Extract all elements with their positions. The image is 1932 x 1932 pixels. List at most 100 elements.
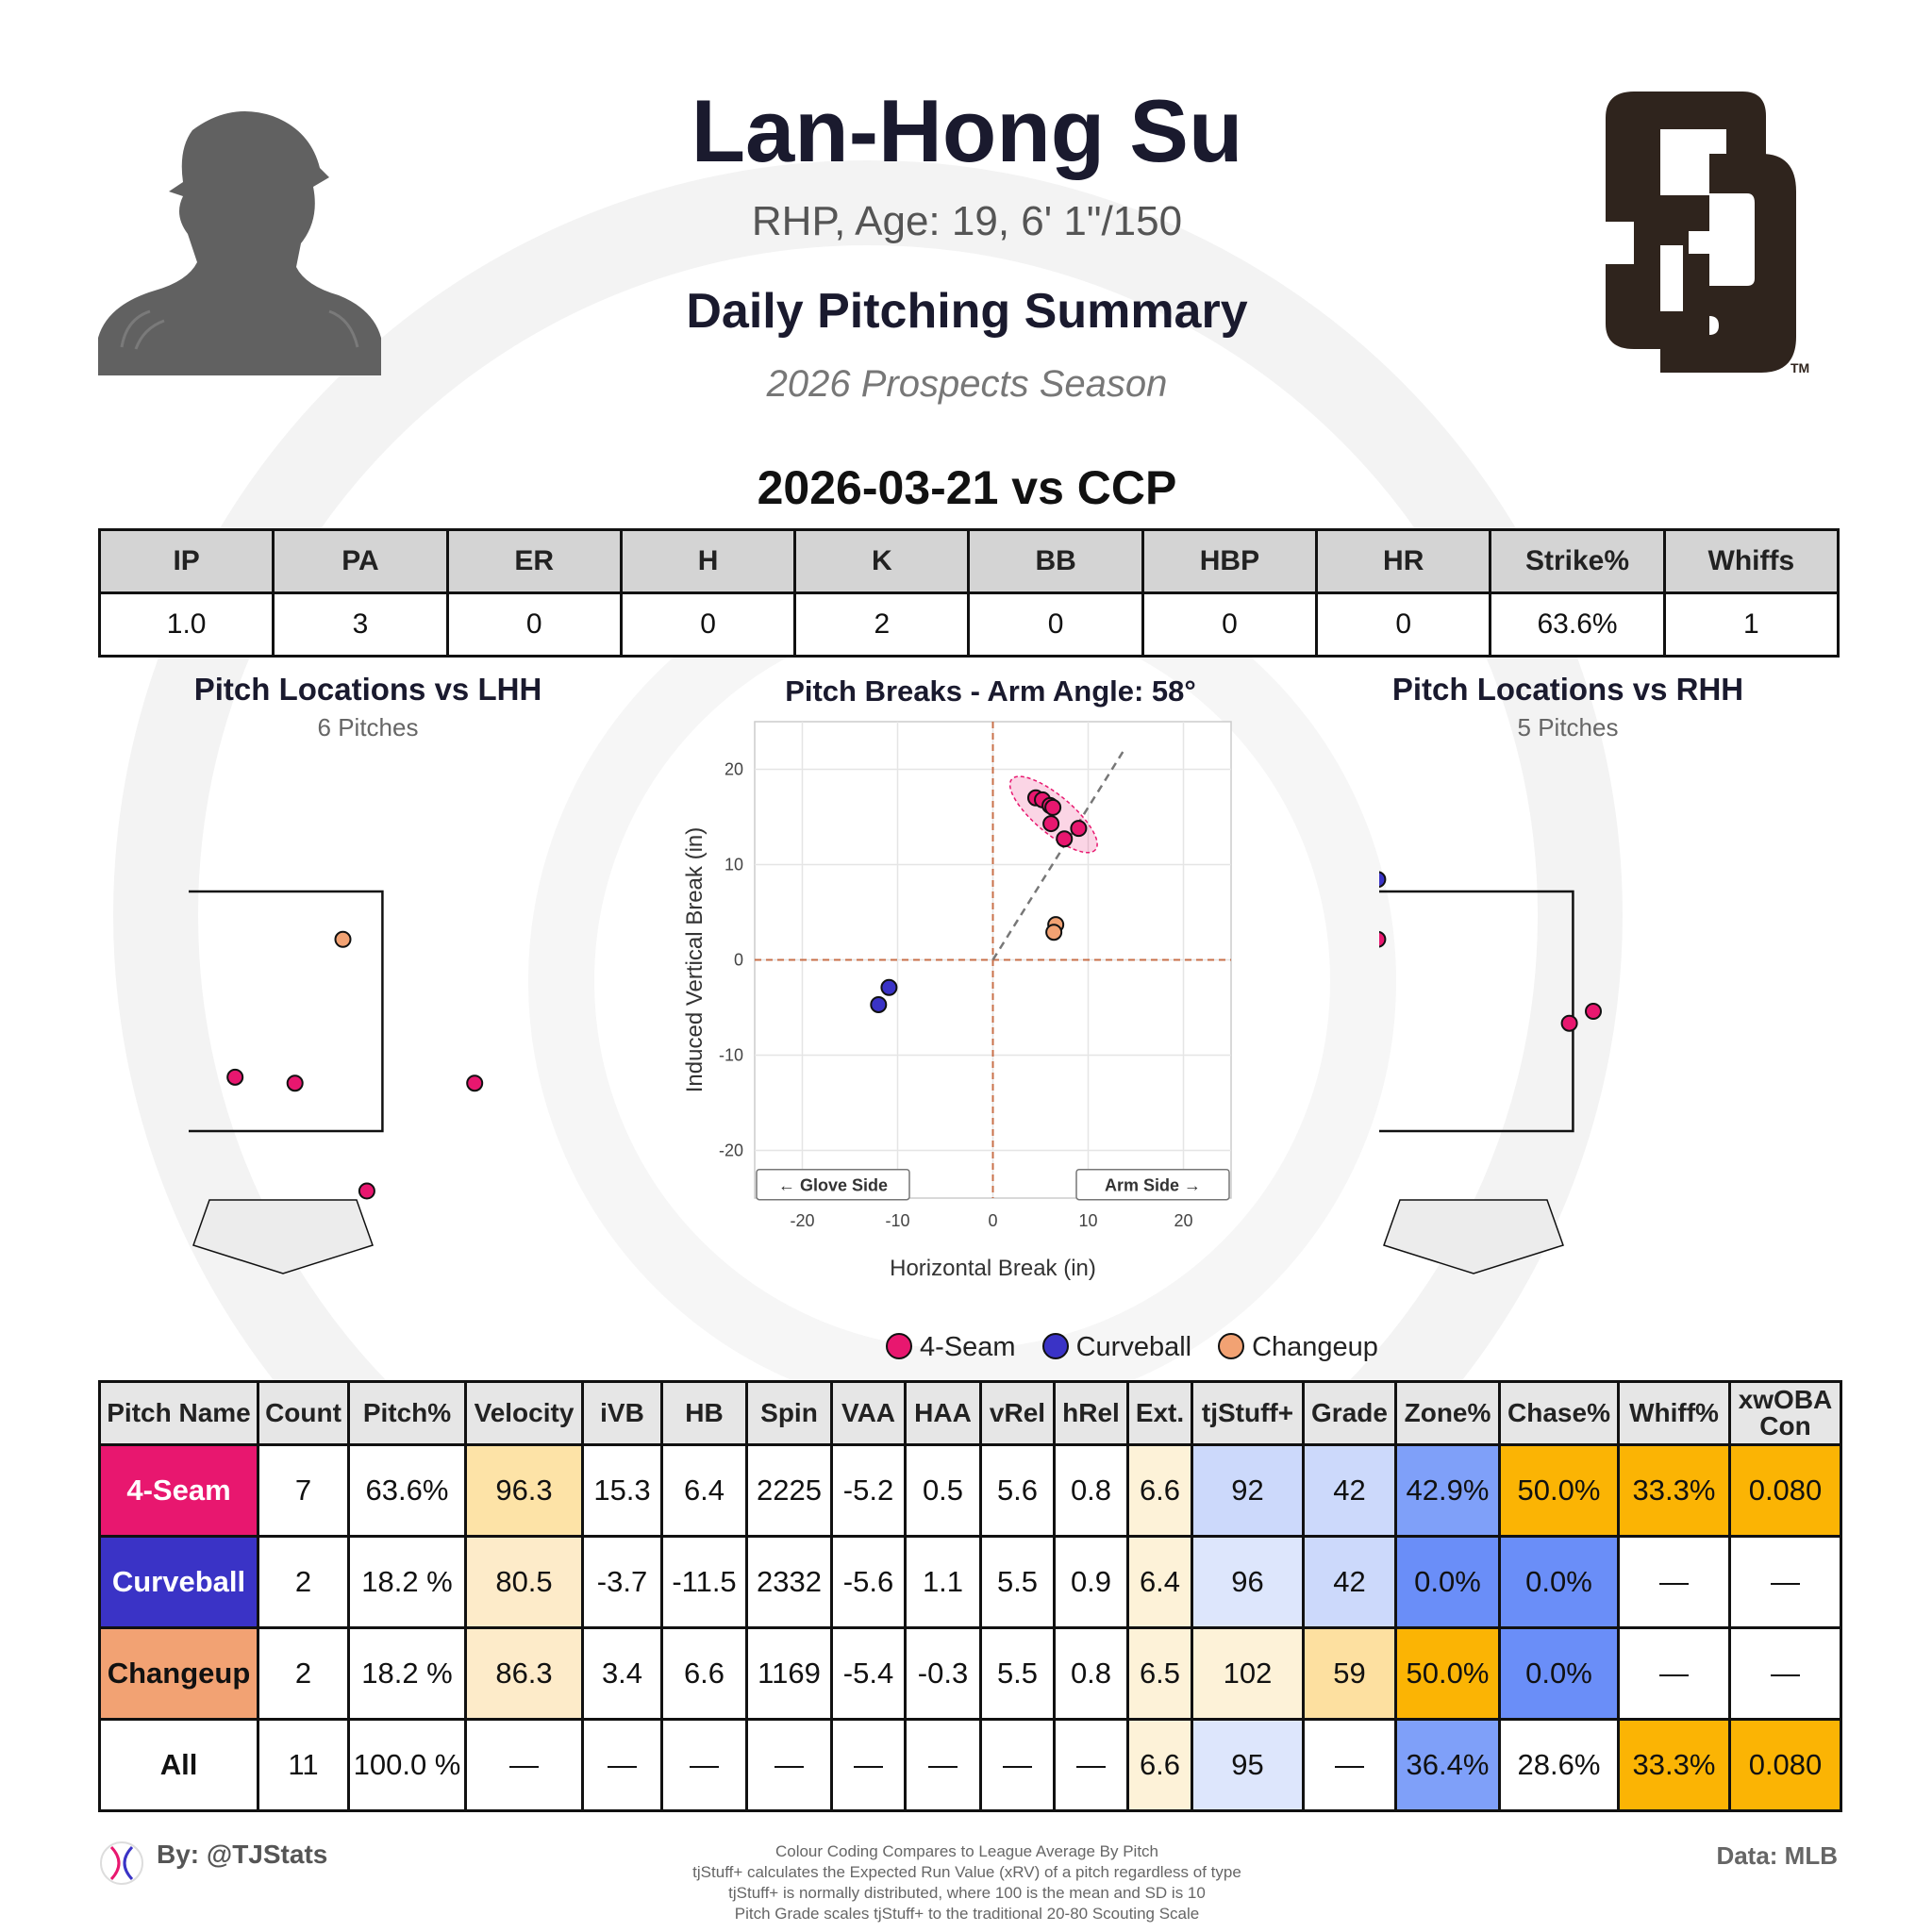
pitch-metric-cell: 7 [257, 1443, 350, 1538]
footer-note-line: tjStuff+ is normally distributed, where … [728, 1884, 1206, 1902]
game-stat-header: K [793, 528, 971, 594]
pitch-metric-cell: 42.9% [1394, 1443, 1501, 1538]
pitch-metric-cell: 2332 [745, 1535, 833, 1629]
game-stat-header: PA [272, 528, 449, 594]
pitch-break-plot: -20 -10 0 10 20 -20 -10 0 10 20 ← Glove Side Arm Si… [682, 721, 1232, 1281]
lhh-plot-title: Pitch Locations vs LHH [193, 672, 542, 707]
game-stat-value: 0 [1141, 591, 1319, 658]
y-axis-label: Induced Vertical Break (in) [682, 827, 708, 1092]
pitch-table-header: Zone% [1394, 1380, 1501, 1446]
pitch-metric-cell: 11 [257, 1718, 350, 1812]
glove-side-label: ← Glove Side [778, 1176, 888, 1195]
footer-note-line: tjStuff+ calculates the Expected Run Val… [692, 1863, 1241, 1881]
pitch-metric-cell: — [660, 1718, 748, 1812]
pitch-metric-cell: 50.0% [1498, 1443, 1620, 1538]
pitch-metric-cell: — [1617, 1535, 1731, 1629]
pitch-table-header: Count [257, 1380, 350, 1446]
game-stat-header: HBP [1141, 528, 1319, 594]
pitch-table-header: Velocity [464, 1380, 584, 1446]
pitch-metric-cell: -5.6 [830, 1535, 907, 1629]
pitch-table-header: Pitch Name [98, 1380, 259, 1446]
strike-zone [1379, 890, 1574, 1133]
pitch-metric-cell: 28.6% [1498, 1718, 1620, 1812]
home-plate [192, 1199, 374, 1274]
game-stat-header: IP [97, 528, 275, 594]
game-stat-value: 0 [967, 591, 1144, 658]
pitch-metric-cell: 100.0 % [347, 1718, 467, 1812]
pitch-metric-cell: — [979, 1718, 1056, 1812]
season-label: 2026 Prospects Season [766, 363, 1168, 405]
x-tick-label: 20 [1174, 1211, 1192, 1230]
pitch-table-row: 4-Seam 7 63.6% 96.3 15.3 6.4 2225 -5.2 0.5 5.6 0.8… [98, 1443, 1842, 1538]
footer-notes: Colour Coding Compares to League Average… [566, 1841, 1368, 1924]
player-info: RHP, Age: 19, 6' 1"/150 [751, 198, 1183, 244]
legend-marker [886, 1333, 913, 1359]
pitch-metric-cell: — [1053, 1718, 1129, 1812]
pitch-metric-cell: 6.4 [1126, 1535, 1193, 1629]
y-tick-label: -10 [719, 1046, 743, 1065]
pitch-metric-cell: 1169 [745, 1626, 833, 1721]
arm-angle-line [991, 749, 1125, 961]
footer-note-line: Pitch Grade scales tjStuff+ to the tradi… [734, 1905, 1200, 1923]
game-stats-header-row: IP PA ER H K BB HBP HR Strike% Whiffs [97, 528, 1840, 594]
pitch-break-point [1044, 798, 1062, 816]
pitch-metric-cell: 0.9 [1053, 1535, 1129, 1629]
break-plot-title: Pitch Breaks - Arm Angle: 58° [785, 675, 1196, 708]
pitch-table-header: Chase% [1498, 1380, 1620, 1446]
pitch-metric-cell: — [830, 1718, 907, 1812]
pitch-metric-cell: 0.8 [1053, 1626, 1129, 1721]
pitch-metric-cell: 5.5 [979, 1626, 1056, 1721]
pitch-metric-cell: 5.6 [979, 1443, 1056, 1538]
game-stat-header: BB [967, 528, 1144, 594]
pitch-metric-cell: 36.4% [1394, 1718, 1501, 1812]
pitch-metric-cell: 3.4 [581, 1626, 663, 1721]
summary-title: Daily Pitching Summary [686, 284, 1248, 339]
pitch-metric-cell: 6.6 [1126, 1443, 1193, 1538]
pitch-metrics-table: Pitch Name Count Pitch% Velocity iVB HB Spin VA… [98, 1380, 1842, 1812]
pitch-metric-cell: 42 [1302, 1443, 1397, 1538]
pitch-metric-cell: 42 [1302, 1535, 1397, 1629]
game-stats-table: IP PA ER H K BB HBP HR Strike% Whiffs 1.0 3 0 0 2 0 0 0 6… [97, 528, 1840, 658]
pitch-metric-cell: 5.5 [979, 1535, 1056, 1629]
pitch-metric-cell: 6.5 [1126, 1626, 1193, 1721]
game-stat-value: 1.0 [97, 591, 275, 658]
pitch-metric-cell: 2 [257, 1535, 350, 1629]
game-stat-header: Strike% [1489, 528, 1666, 594]
pitch-table-row: Changeup 2 18.2 % 86.3 3.4 6.6 1169 -5.4 -0.3 5.5… [98, 1626, 1842, 1721]
rhh-plot-title: Pitch Locations vs RHH [1391, 672, 1744, 707]
tjstats-logo-icon [100, 1841, 143, 1885]
pitch-metric-cell: 6.6 [660, 1626, 748, 1721]
pitch-metric-cell: 86.3 [464, 1626, 584, 1721]
pitch-table-header: Whiff% [1617, 1380, 1731, 1446]
rhh-location-plot [1379, 871, 1602, 1274]
x-tick-label: -20 [790, 1211, 814, 1230]
pitch-metric-cell: 0.0% [1394, 1535, 1501, 1629]
pitch-table-header: hRel [1053, 1380, 1129, 1446]
pitch-metric-cell: 0.8 [1053, 1443, 1129, 1538]
pitch-metric-cell: 0.5 [904, 1443, 982, 1538]
pitch-metric-cell: 6.4 [660, 1443, 748, 1538]
pitch-metric-cell: -5.2 [830, 1443, 907, 1538]
pitch-metric-cell: -5.4 [830, 1626, 907, 1721]
game-stat-value: 3 [272, 591, 449, 658]
y-tick-label: 20 [724, 760, 743, 779]
pitch-metric-cell: — [904, 1718, 982, 1812]
pitch-metric-cell: 0.0% [1498, 1535, 1620, 1629]
pitch-metric-cell: — [1302, 1718, 1397, 1812]
pitch-location-point [1379, 871, 1387, 889]
pitch-location-point [1560, 1014, 1578, 1032]
y-tick-label: 10 [724, 856, 743, 874]
pitch-metric-cell: 2 [257, 1626, 350, 1721]
pitch-location-point [286, 1074, 304, 1092]
game-stat-value: 0 [445, 591, 623, 658]
pitch-table-row: Curveball 2 18.2 % 80.5 -3.7 -11.5 2332 -5.6 1.1… [98, 1535, 1842, 1629]
strike-zone [189, 890, 384, 1133]
legend-label: Curveball [1075, 1332, 1192, 1362]
legend-item: Curveball [1041, 1332, 1192, 1363]
pitch-metric-cell: 2225 [745, 1443, 833, 1538]
footer-data-source: Data: MLB [1716, 1841, 1838, 1870]
pitch-location-point [1379, 930, 1387, 948]
footer-by-label: By: @TJStats [157, 1840, 328, 1869]
pitch-table-header: tjStuff+ [1191, 1380, 1305, 1446]
pitch-location-point [466, 1074, 484, 1092]
